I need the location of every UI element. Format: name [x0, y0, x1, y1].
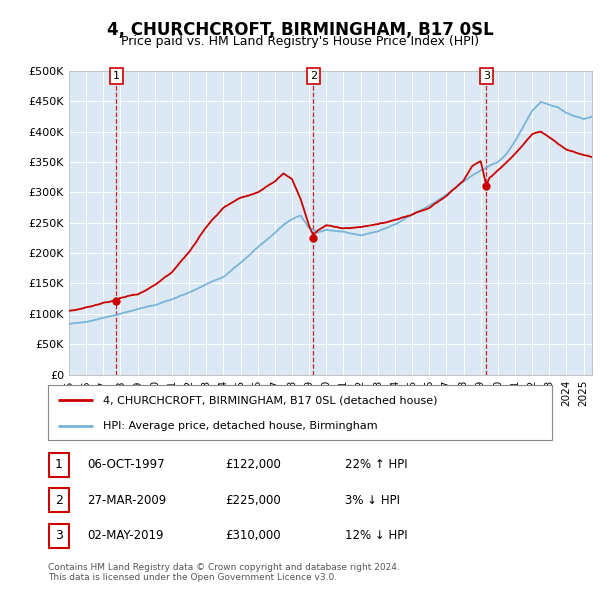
FancyBboxPatch shape: [49, 489, 69, 512]
Text: £122,000: £122,000: [225, 458, 281, 471]
Text: 02-MAY-2019: 02-MAY-2019: [87, 529, 163, 542]
Text: Contains HM Land Registry data © Crown copyright and database right 2024.
This d: Contains HM Land Registry data © Crown c…: [48, 563, 400, 582]
Text: Price paid vs. HM Land Registry's House Price Index (HPI): Price paid vs. HM Land Registry's House …: [121, 35, 479, 48]
Text: 2: 2: [55, 494, 63, 507]
Text: 1: 1: [113, 71, 120, 81]
Text: 12% ↓ HPI: 12% ↓ HPI: [345, 529, 407, 542]
Text: 22% ↑ HPI: 22% ↑ HPI: [345, 458, 407, 471]
Text: 06-OCT-1997: 06-OCT-1997: [87, 458, 164, 471]
Text: 3: 3: [483, 71, 490, 81]
Text: £225,000: £225,000: [225, 494, 281, 507]
Text: 1: 1: [55, 458, 63, 471]
Text: 3% ↓ HPI: 3% ↓ HPI: [345, 494, 400, 507]
Text: 3: 3: [55, 529, 63, 542]
Text: 27-MAR-2009: 27-MAR-2009: [87, 494, 166, 507]
Text: 4, CHURCHCROFT, BIRMINGHAM, B17 0SL (detached house): 4, CHURCHCROFT, BIRMINGHAM, B17 0SL (det…: [103, 395, 438, 405]
FancyBboxPatch shape: [49, 453, 69, 477]
Text: £310,000: £310,000: [225, 529, 281, 542]
FancyBboxPatch shape: [49, 524, 69, 548]
Text: 2: 2: [310, 71, 317, 81]
Text: 4, CHURCHCROFT, BIRMINGHAM, B17 0SL: 4, CHURCHCROFT, BIRMINGHAM, B17 0SL: [107, 21, 493, 39]
Text: HPI: Average price, detached house, Birmingham: HPI: Average price, detached house, Birm…: [103, 421, 378, 431]
FancyBboxPatch shape: [48, 385, 552, 440]
